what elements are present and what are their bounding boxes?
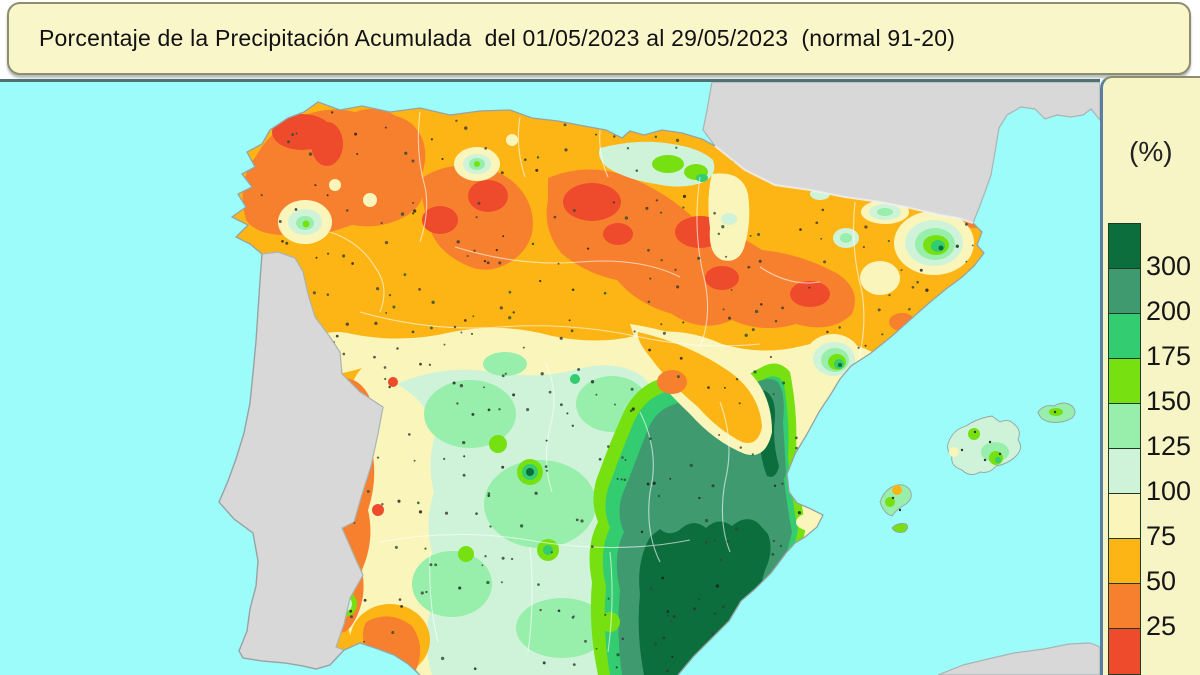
scale-tick-label: 175 — [1146, 340, 1192, 371]
scale-tick-label: 125 — [1146, 430, 1192, 461]
scale-tick-label: 25 — [1146, 610, 1177, 641]
scale-tick-label: 100 — [1146, 475, 1192, 506]
map-title: Porcentaje de la Precipitación Acumulada… — [39, 25, 956, 51]
province-borders — [329, 111, 865, 653]
scale-segment — [1109, 404, 1140, 449]
legend-panel: (%) 300 200 175 150 125 100 75 50 25 — [1100, 76, 1200, 675]
scale-tick-label: 200 — [1146, 295, 1192, 326]
north-africa-region — [937, 642, 1100, 675]
scale-segment — [1109, 359, 1140, 404]
formentera-island — [891, 523, 909, 533]
iberia-coastline — [218, 101, 985, 675]
legend-unit-label: (%) — [1129, 136, 1173, 167]
scale-segment — [1109, 584, 1140, 629]
scale-tick-label: 150 — [1146, 385, 1192, 416]
scale-tick-label: 75 — [1146, 520, 1177, 551]
island-station-dots — [891, 410, 1057, 512]
precipitation-map — [0, 79, 1100, 675]
scale-segment — [1109, 629, 1140, 674]
scale-tick-label: 50 — [1146, 565, 1177, 596]
scale-segment — [1109, 449, 1140, 494]
scale-tick-label: 300 — [1146, 250, 1192, 281]
map-title-bar: Porcentaje de la Precipitación Acumulada… — [7, 2, 1191, 75]
color-scale — [1108, 223, 1141, 675]
balearic-islands — [879, 402, 1076, 533]
scale-segment — [1109, 539, 1140, 584]
scale-segment — [1109, 494, 1140, 539]
scale-segment — [1109, 269, 1140, 314]
scale-segment — [1109, 224, 1140, 269]
spain-france-border — [714, 145, 974, 224]
ibiza-island — [879, 484, 912, 517]
map-canvas — [0, 82, 1100, 675]
scale-segment — [1109, 314, 1140, 359]
